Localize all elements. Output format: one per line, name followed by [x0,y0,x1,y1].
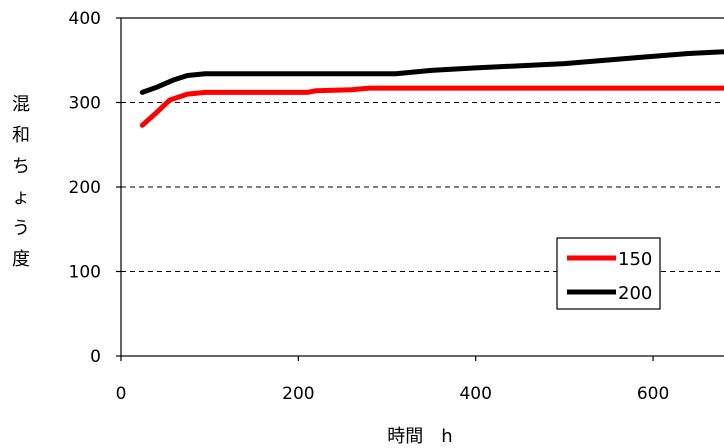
y-axis-title: 混和ちょう度 [12,94,30,270]
legend-label-150: 150 [618,249,652,270]
axis-ticks: 0 100 200 300 400 0 200 400 600 [69,9,670,404]
x-tick-label-600: 600 [637,384,669,404]
x-tick-label-400: 400 [459,384,491,404]
y-tick-label-100: 100 [69,263,101,283]
y-tick-label-400: 400 [69,9,101,29]
y-tick-label-200: 200 [69,178,101,198]
series-line-200 [139,49,724,95]
gridlines [121,102,724,272]
series-line-150 [139,85,724,128]
y-tick-label-300: 300 [69,94,101,114]
series-layer [139,49,724,128]
legend-label-200: 200 [618,283,652,304]
x-tick-label-200: 200 [282,384,314,404]
legend: 150 200 [556,237,661,310]
legend-box [556,237,661,310]
x-tick-label-0: 0 [116,384,127,404]
x-axis-title: 時間 h [387,426,452,447]
y-tick-label-0: 0 [90,347,101,367]
